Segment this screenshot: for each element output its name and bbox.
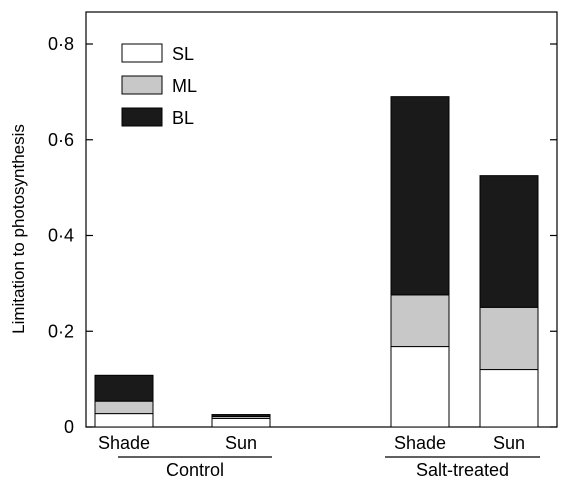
legend-label: ML [172, 76, 197, 96]
legend-label: SL [172, 44, 194, 64]
legend-swatch-ml [121, 75, 163, 95]
x-category-label: Shade [394, 433, 446, 453]
legend-label: BL [172, 108, 194, 128]
y-axis-title: Limitation to photosynthesis [9, 124, 28, 334]
bar-segment-sl [390, 346, 450, 428]
bar-segment-sl [211, 417, 271, 428]
y-axis: 0 0·2 0·4 0·6 0·8 [48, 34, 557, 437]
y-tick-label: 0 [64, 417, 74, 437]
bars [94, 96, 539, 428]
x-category-label: Shade [98, 433, 150, 453]
bar-segment-ml [94, 400, 154, 415]
y-tick-label: 0·6 [48, 130, 74, 150]
legend: SL ML BL [121, 43, 197, 128]
x-group-label: Control [166, 460, 224, 480]
bar-segment-sl [94, 413, 154, 428]
bar-segment-bl [479, 175, 539, 308]
legend-swatch-bl [121, 107, 163, 127]
bar-segment-bl [390, 96, 450, 296]
x-category-label: Sun [225, 433, 257, 453]
bar-segment-bl [94, 374, 154, 402]
bar-segment-ml [390, 294, 450, 348]
y-tick-label: 0·2 [48, 321, 74, 341]
y-tick-label: 0·8 [48, 34, 74, 54]
plot-frame [85, 11, 558, 428]
x-category-label: Sun [493, 433, 525, 453]
x-group-label: Salt-treated [416, 460, 509, 480]
bar-segment-bl [211, 414, 271, 417]
bar-segment-sl [479, 369, 539, 428]
legend-swatch-sl [121, 43, 163, 63]
y-tick-label: 0·4 [48, 226, 74, 246]
bar-segment-ml [479, 306, 539, 371]
